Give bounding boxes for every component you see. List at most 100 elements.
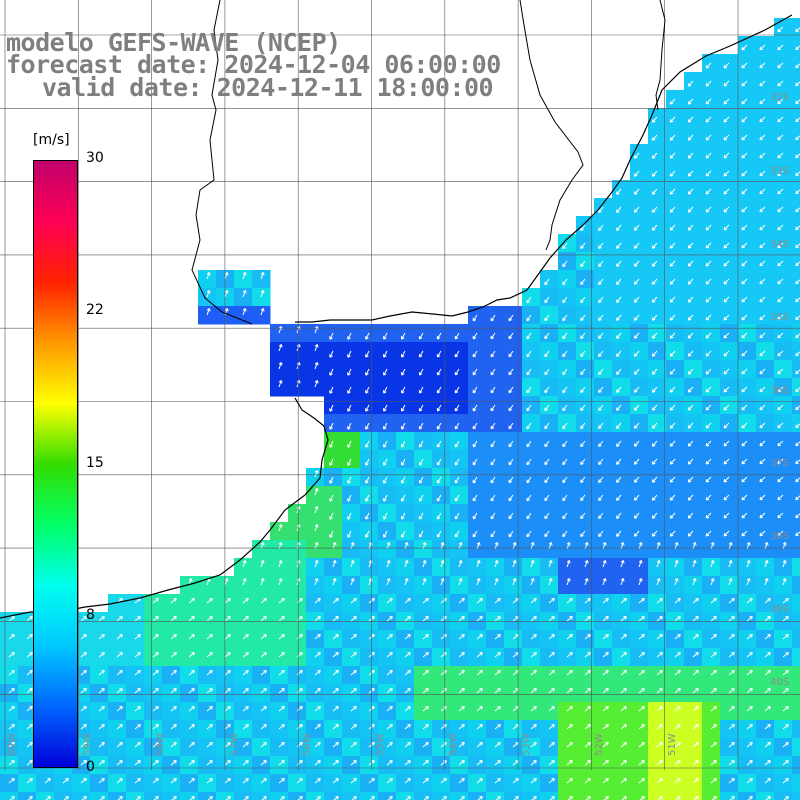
wind-arrow <box>741 422 748 429</box>
wind-arrow <box>530 706 537 712</box>
wind-arrow <box>98 724 105 730</box>
wind-cell <box>198 792 217 800</box>
wind-arrow <box>260 670 267 676</box>
wind-arrow <box>242 742 249 748</box>
wind-cell <box>216 792 235 800</box>
wind-cell <box>738 180 757 199</box>
wind-arrow <box>548 760 555 766</box>
wind-arrow <box>152 778 159 784</box>
wind-arrow <box>206 778 213 784</box>
wind-arrow <box>224 760 231 766</box>
wind-arrow <box>387 796 393 800</box>
wind-arrow <box>723 368 730 375</box>
wind-arrow <box>741 152 748 159</box>
wind-arrow <box>687 242 694 249</box>
wind-cell <box>738 504 757 523</box>
wind-cell <box>360 558 379 577</box>
wind-arrow <box>458 724 465 730</box>
wind-arrow <box>746 688 753 694</box>
wind-arrow <box>224 634 231 640</box>
wind-cell <box>306 468 325 487</box>
wind-arrow <box>633 440 640 447</box>
lat-label-40s: 40S <box>770 677 790 688</box>
wind-arrow <box>616 476 622 483</box>
wind-arrow <box>530 778 537 784</box>
wind-arrow <box>404 652 411 658</box>
wind-cell <box>738 522 757 541</box>
wind-cell <box>432 540 451 559</box>
wind-arrow <box>598 494 604 501</box>
wind-arrow <box>332 724 339 730</box>
wind-arrow <box>651 440 658 447</box>
wind-arrow <box>602 578 607 586</box>
wind-cell <box>306 576 325 595</box>
wind-arrow <box>620 616 627 622</box>
wind-arrow <box>206 724 213 730</box>
wind-arrow <box>782 598 789 604</box>
wind-arrow <box>598 314 604 321</box>
wind-arrow <box>795 261 800 267</box>
wind-arrow <box>314 760 321 766</box>
wind-arrow <box>404 634 411 640</box>
wind-arrow <box>329 458 334 466</box>
wind-cell <box>270 378 289 397</box>
wind-arrow <box>687 188 694 195</box>
wind-cell <box>414 540 433 559</box>
lat-label-33s: 33S <box>770 166 790 177</box>
wind-arrow <box>674 688 681 694</box>
wind-arrow <box>602 742 609 748</box>
wind-arrow <box>544 296 550 304</box>
wind-arrow <box>598 332 604 339</box>
wind-cell <box>792 36 800 55</box>
wind-arrow <box>674 652 681 658</box>
wind-arrow <box>782 578 787 586</box>
wind-arrow <box>651 296 658 303</box>
wind-cell <box>486 792 505 800</box>
wind-arrow <box>530 724 537 730</box>
wind-arrow <box>314 706 321 712</box>
wind-arrow <box>746 724 753 730</box>
wind-arrow <box>746 652 753 658</box>
wind-arrow <box>278 706 285 712</box>
wind-arrow <box>692 652 699 658</box>
wind-arrow <box>350 688 357 694</box>
wind-arrow <box>782 706 789 712</box>
wind-arrow <box>638 598 645 604</box>
wind-arrow <box>633 458 640 465</box>
wind-arrow <box>759 332 766 339</box>
wind-arrow <box>296 706 303 712</box>
wind-arrow <box>206 706 213 712</box>
wind-cell <box>252 792 271 800</box>
wind-cell <box>792 414 800 433</box>
wind-arrow <box>687 170 694 177</box>
wind-arrow <box>616 530 622 537</box>
wind-cell <box>288 342 307 361</box>
wind-arrow <box>741 278 748 285</box>
wind-arrow <box>382 530 388 538</box>
wind-arrow <box>603 796 609 800</box>
wind-cell <box>396 558 415 577</box>
wind-cell <box>270 558 289 577</box>
wind-arrow <box>764 670 771 676</box>
wind-cell <box>288 360 307 379</box>
wind-cell <box>738 72 757 91</box>
wind-cell <box>540 576 559 595</box>
wind-arrow <box>616 260 622 267</box>
wind-arrow <box>347 440 352 448</box>
wind-cell <box>36 792 55 800</box>
wind-arrow <box>580 260 586 268</box>
wind-arrow <box>795 27 800 33</box>
wind-cell <box>738 216 757 235</box>
wind-arrow <box>494 760 501 766</box>
wind-arrow <box>329 422 334 430</box>
wind-cell <box>378 576 397 595</box>
wind-arrow <box>584 598 591 604</box>
wind-arrow <box>616 440 622 447</box>
wind-arrow <box>116 688 123 694</box>
wind-cell <box>414 792 433 800</box>
wind-arrow <box>508 476 514 484</box>
wind-cell <box>396 540 415 559</box>
wind-arrow <box>705 458 712 465</box>
wind-arrow <box>562 422 568 430</box>
wind-arrow <box>638 760 645 766</box>
